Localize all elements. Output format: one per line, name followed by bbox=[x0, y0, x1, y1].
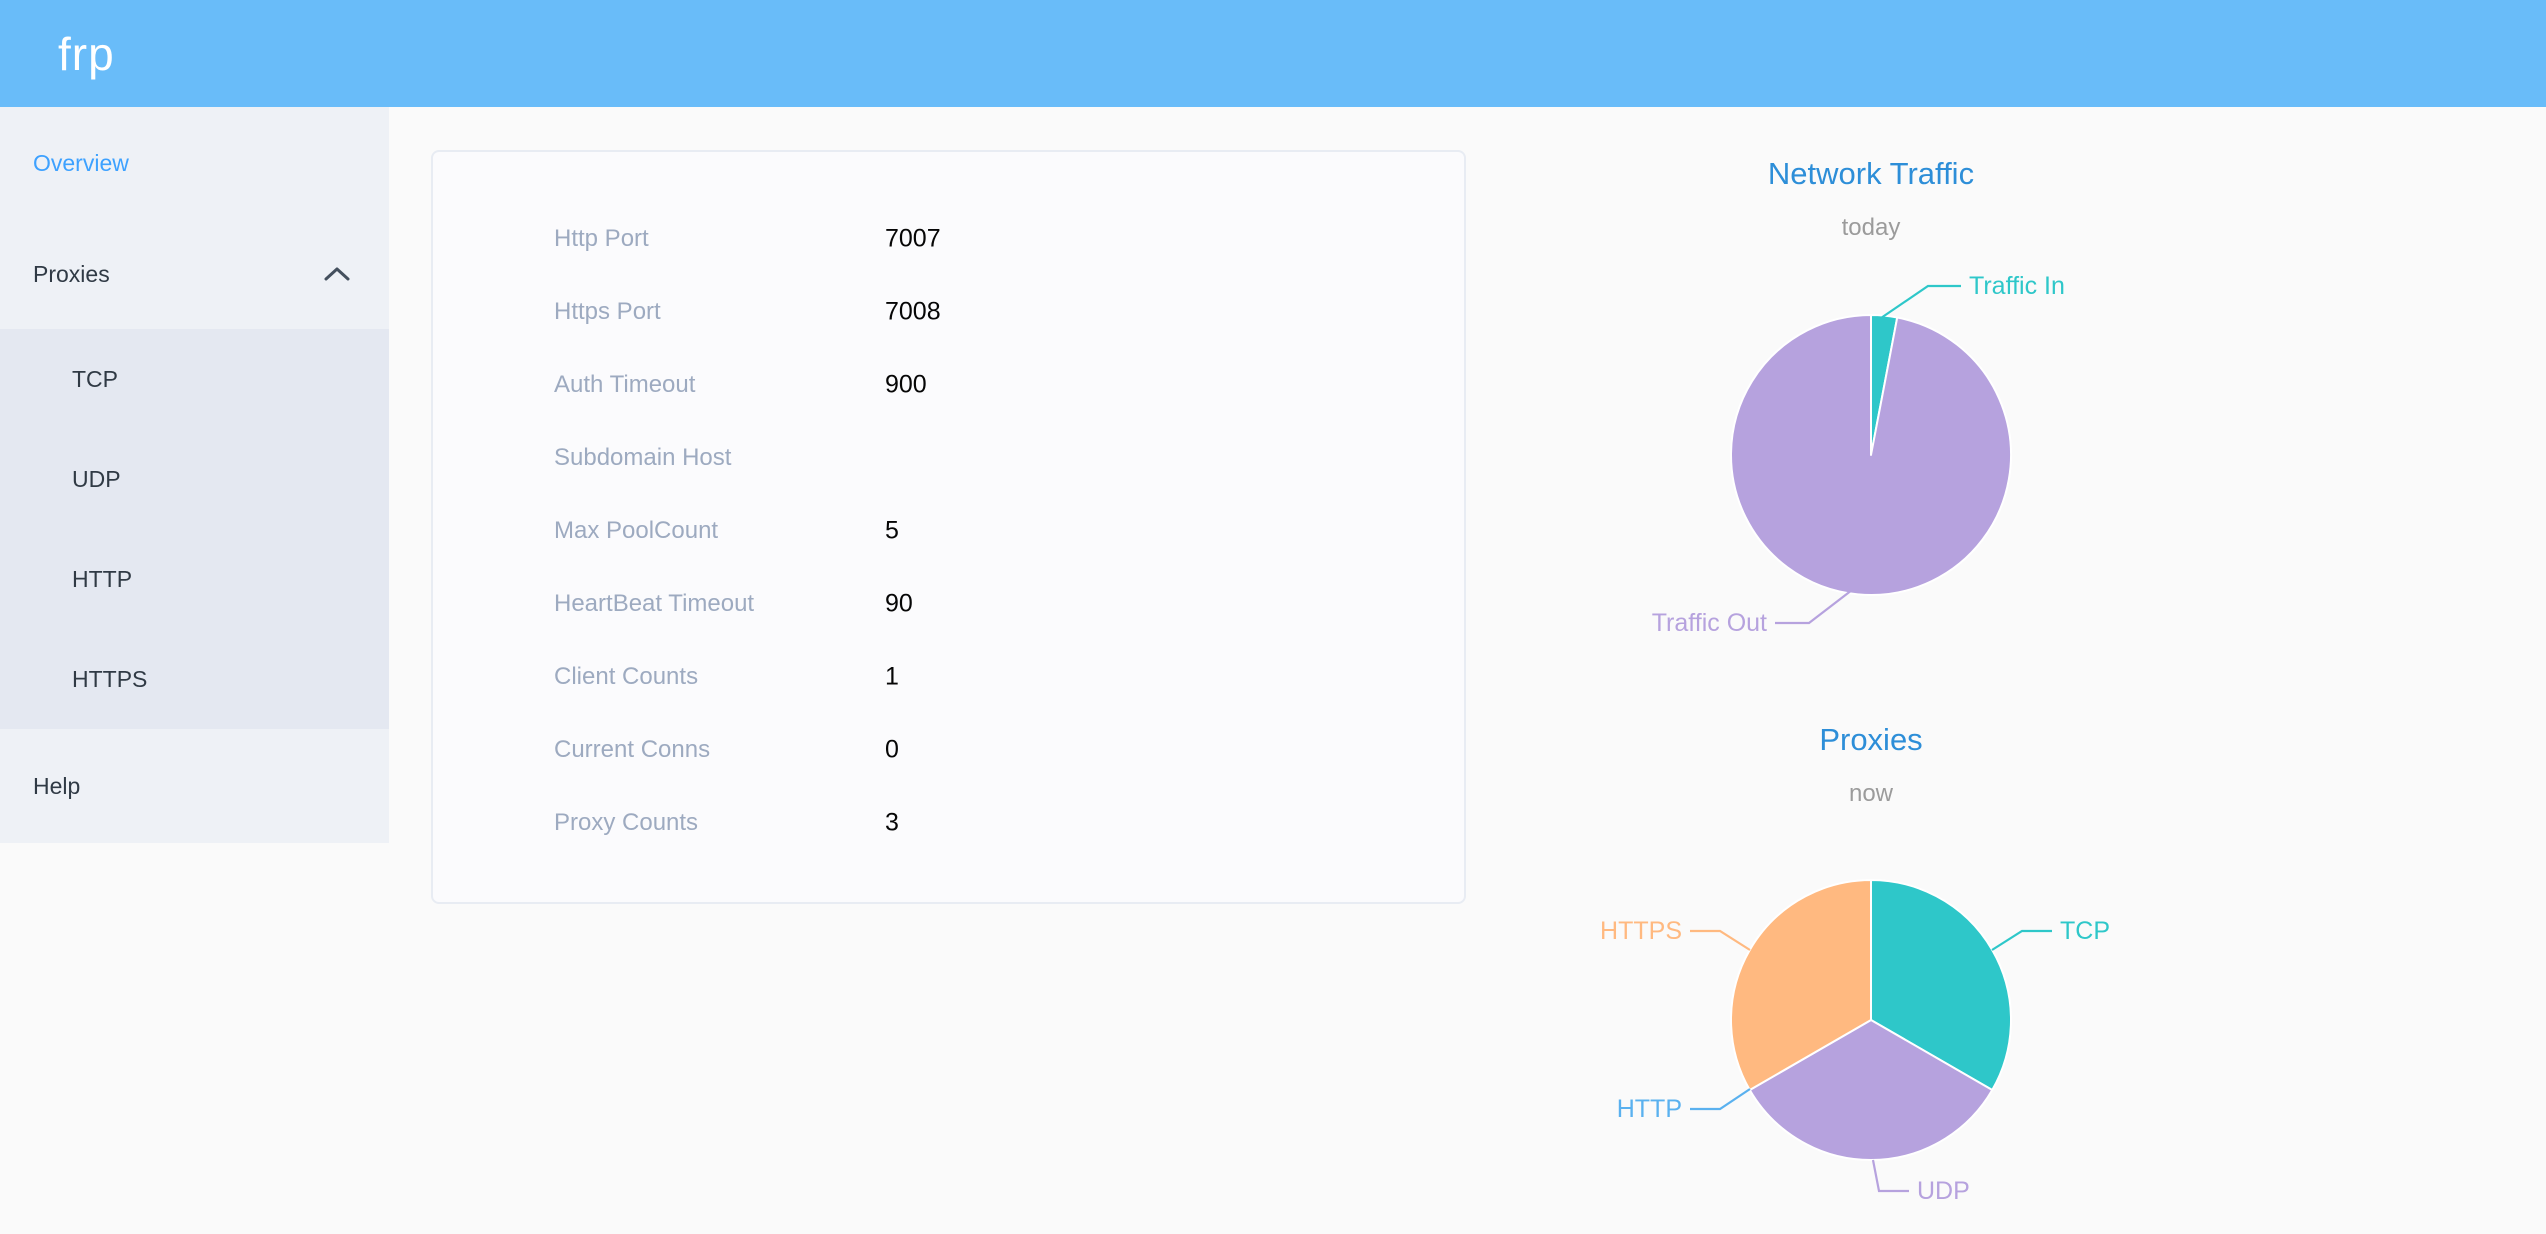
sidebar-item-proxies-label: Proxies bbox=[33, 260, 110, 287]
proxies-title: Proxies bbox=[1819, 722, 1923, 757]
sidebar-subitem-https[interactable]: HTTPS bbox=[0, 629, 389, 729]
sidebar: Overview Proxies TCP UDP HTTP HTTPS Help bbox=[0, 107, 389, 843]
sidebar-item-overview-label: Overview bbox=[33, 149, 129, 176]
pie-label-https: HTTPS bbox=[1600, 917, 1682, 945]
config-row-label: Max PoolCount bbox=[554, 516, 719, 544]
sidebar-subitem-udp-label: UDP bbox=[72, 465, 121, 492]
config-row-label: Http Port bbox=[554, 224, 649, 252]
server-config-list: Http Port 7007 Https Port 7008 Auth Timeout 9… bbox=[433, 202, 1464, 859]
pie-slice-traffic-out[interactable] bbox=[1730, 314, 2012, 596]
config-row: Max PoolCount 5 bbox=[433, 494, 1464, 567]
proxies-pie-chart: TCP UDP HTTP HTTPS bbox=[1600, 879, 2110, 1205]
config-row: Https Port 7008 bbox=[433, 275, 1464, 348]
sidebar-subitem-tcp[interactable]: TCP bbox=[0, 329, 389, 429]
pie-label-udp: UDP bbox=[1917, 1177, 1970, 1205]
config-row-value: 90 bbox=[885, 589, 913, 617]
overview-panel: Http Port 7007 Https Port 7008 Auth Timeout 9… bbox=[431, 150, 1466, 904]
pie-leader-line-http bbox=[1690, 1088, 1751, 1111]
config-row-label: Https Port bbox=[554, 297, 661, 325]
pie-label-traffic-in: Traffic In bbox=[1969, 272, 2065, 300]
pie-label-http: HTTP bbox=[1617, 1095, 1682, 1123]
pie-leader-line-udp bbox=[1871, 1159, 1909, 1193]
network-traffic-title: Network Traffic bbox=[1767, 156, 1975, 191]
proxies-subtitle: now bbox=[1848, 780, 1894, 807]
sidebar-subitem-http-label: HTTP bbox=[72, 565, 133, 592]
config-row-label: Subdomain Host bbox=[554, 443, 732, 471]
pie-leader-line-https bbox=[1690, 929, 1751, 951]
frp-logo: frp bbox=[58, 27, 115, 80]
network-traffic-subtitle: today bbox=[1841, 214, 1901, 241]
config-row: HeartBeat Timeout 90 bbox=[433, 567, 1464, 640]
sidebar-item-help-label: Help bbox=[33, 772, 81, 799]
config-row-value: 3 bbox=[885, 808, 899, 836]
config-row: Current Conns 0 bbox=[433, 713, 1464, 786]
config-row-label: Proxy Counts bbox=[554, 808, 699, 836]
config-row: Http Port 7007 bbox=[433, 202, 1464, 275]
config-row-label: Auth Timeout bbox=[554, 370, 696, 398]
config-row-value: 7008 bbox=[885, 297, 941, 325]
config-row: Subdomain Host bbox=[433, 421, 1464, 494]
pie-leader-line-tcp bbox=[1991, 929, 2052, 951]
pie-label-traffic-out: Traffic Out bbox=[1652, 609, 1767, 637]
sidebar-subitem-udp[interactable]: UDP bbox=[0, 429, 389, 529]
config-row-label: Current Conns bbox=[554, 735, 711, 763]
config-row: Proxy Counts 3 bbox=[433, 786, 1464, 859]
config-row-label: Client Counts bbox=[554, 662, 699, 690]
sidebar-subitem-https-label: HTTPS bbox=[72, 665, 148, 692]
pie-label-tcp: TCP bbox=[2060, 917, 2110, 945]
config-row-value: 7007 bbox=[885, 224, 941, 252]
config-row-value: 1 bbox=[885, 662, 899, 690]
config-row-value: 900 bbox=[885, 370, 927, 398]
app-header: frp bbox=[0, 0, 2546, 107]
charts-column: Network Traffic today Traffic In Traffic … bbox=[1521, 0, 2221, 1234]
network-traffic-pie-chart: Traffic In Traffic Out bbox=[1652, 272, 2065, 637]
pie-leader-line-traffic-out bbox=[1775, 589, 1853, 625]
config-row-value: 5 bbox=[885, 516, 899, 544]
config-row: Client Counts 1 bbox=[433, 640, 1464, 713]
pie-leader-line-traffic-in bbox=[1880, 284, 1961, 319]
sidebar-subitem-http[interactable]: HTTP bbox=[0, 529, 389, 629]
config-row: Auth Timeout 900 bbox=[433, 348, 1464, 421]
sidebar-item-proxies[interactable]: Proxies bbox=[0, 219, 389, 329]
sidebar-item-overview[interactable]: Overview bbox=[0, 107, 389, 219]
sidebar-proxies-submenu: TCP UDP HTTP HTTPS bbox=[0, 329, 389, 729]
config-row-label: HeartBeat Timeout bbox=[554, 589, 755, 617]
sidebar-subitem-tcp-label: TCP bbox=[72, 365, 118, 392]
sidebar-item-help[interactable]: Help bbox=[0, 729, 389, 843]
chevron-up-icon bbox=[324, 267, 350, 281]
config-row-value: 0 bbox=[885, 735, 899, 763]
